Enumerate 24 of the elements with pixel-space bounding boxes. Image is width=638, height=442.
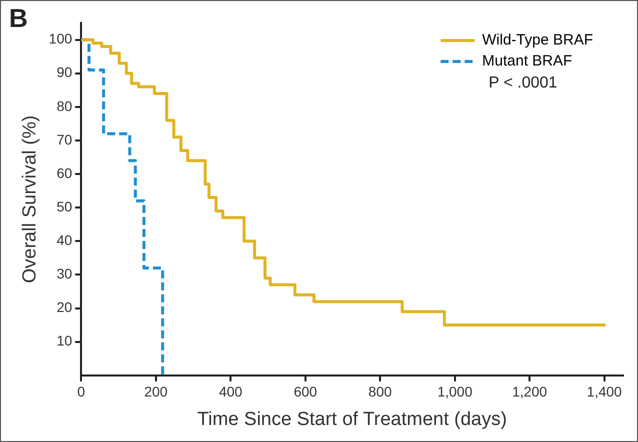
y-tick-label: 70 bbox=[56, 131, 72, 148]
y-tick-label: 90 bbox=[56, 64, 72, 80]
y-tick-label: 50 bbox=[56, 198, 72, 214]
y-tick-label: 100 bbox=[48, 30, 72, 47]
x-tick-label: 0 bbox=[77, 384, 86, 400]
x-tick-label: 800 bbox=[368, 384, 392, 400]
x-tick-label: 1,400 bbox=[586, 384, 622, 400]
x-tick-label: 1,000 bbox=[437, 384, 473, 400]
y-tick-label: 40 bbox=[56, 232, 72, 248]
y-axis-title: Overall Survival (%) bbox=[20, 115, 41, 284]
text: B bbox=[9, 3, 28, 34]
y-tick-label: 30 bbox=[56, 266, 72, 282]
y-tick-label: 80 bbox=[56, 98, 72, 114]
annotation: P < .0001 bbox=[488, 74, 558, 92]
x-axis-title: Time Since Start of Treatment (days) bbox=[197, 408, 507, 430]
x-tick-label: 200 bbox=[144, 384, 168, 400]
x-tick-label: 600 bbox=[294, 384, 318, 400]
y-tick-label: 10 bbox=[56, 332, 72, 349]
y-tick-label: 20 bbox=[56, 299, 72, 316]
y-tick-label: 60 bbox=[56, 164, 72, 181]
x-tick-label: 400 bbox=[218, 384, 243, 400]
legend-label: Wild-Type BRAF bbox=[482, 32, 594, 49]
legend-label: Mutant BRAF bbox=[482, 52, 572, 70]
x-tick-label: 1,200 bbox=[512, 384, 548, 400]
